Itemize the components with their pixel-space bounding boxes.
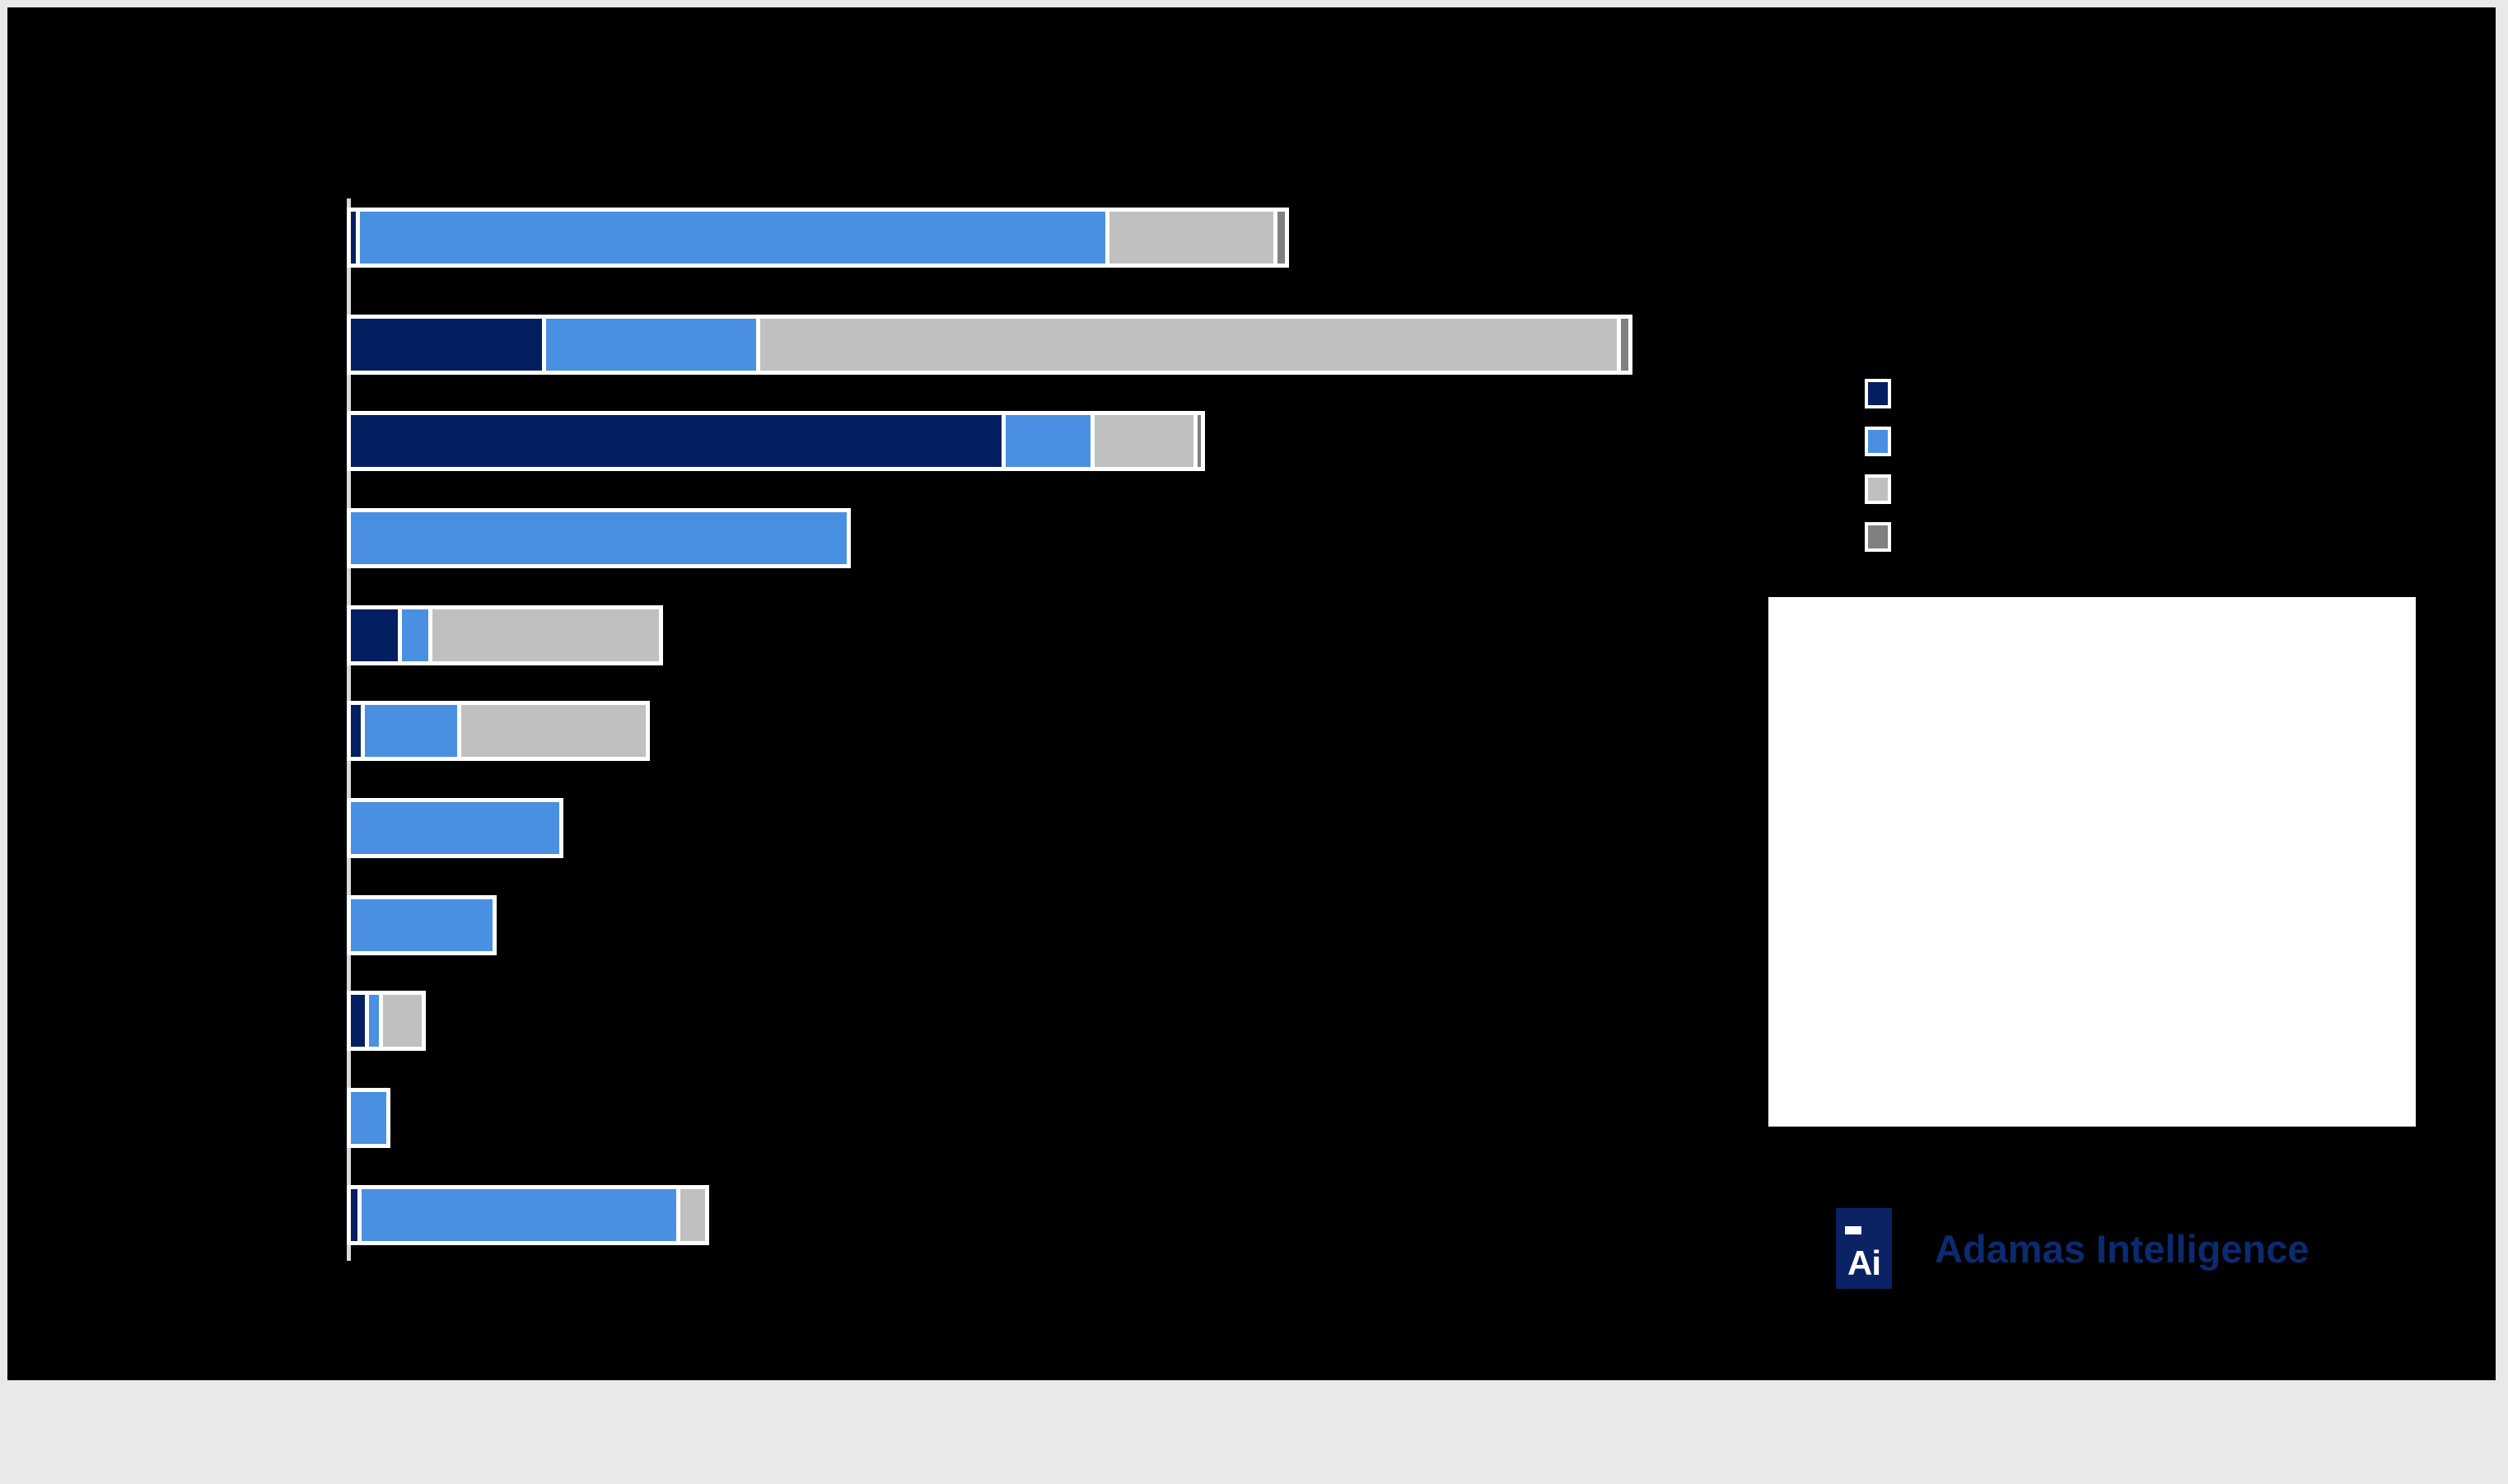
bar-track (347, 508, 851, 568)
annotation-box (1768, 597, 2416, 1127)
brand-mark-icon: Ai (1836, 1208, 1892, 1289)
bar-track (347, 605, 663, 665)
bar-segment[interactable] (1621, 319, 1628, 371)
bar-segment[interactable] (351, 705, 361, 757)
bar-segment[interactable] (402, 609, 428, 661)
bar-segment[interactable] (369, 995, 379, 1047)
bar-segment[interactable] (461, 705, 646, 757)
bar-segment[interactable] (351, 319, 542, 371)
bar-segment[interactable] (1109, 212, 1273, 264)
legend-swatch-icon (1865, 427, 1891, 456)
chart-panel: Ai Adamas Intelligence (7, 7, 2496, 1380)
bar-row[interactable] (347, 1185, 709, 1245)
brand-logo: Ai Adamas Intelligence (1836, 1208, 2310, 1289)
plot-area (7, 7, 2496, 1380)
bar-track (347, 1185, 709, 1245)
bar-segment[interactable] (365, 705, 457, 757)
bar-track (347, 411, 1205, 471)
bar-segment[interactable] (351, 415, 1002, 467)
bar-row[interactable] (347, 991, 426, 1051)
bar-segment[interactable] (760, 319, 1617, 371)
bar-segment[interactable] (1198, 415, 1201, 467)
bar-segment[interactable] (351, 609, 398, 661)
bar-segment[interactable] (351, 995, 365, 1047)
bar-segment[interactable] (432, 609, 659, 661)
bar-segment[interactable] (680, 1189, 705, 1241)
bar-segment[interactable] (1095, 415, 1193, 467)
category-axis-labels (7, 7, 337, 1267)
legend-swatch-icon (1865, 522, 1891, 552)
bar-segment[interactable] (351, 1092, 386, 1144)
bar-segment[interactable] (360, 212, 1105, 264)
bar-row[interactable] (347, 798, 563, 858)
bar-track (347, 991, 426, 1051)
bar-track (347, 1088, 390, 1148)
bar-row[interactable] (347, 508, 851, 568)
bar-row[interactable] (347, 208, 1289, 268)
bar-row[interactable] (347, 701, 650, 761)
bar-track (347, 208, 1289, 268)
chart-legend (1865, 370, 2375, 561)
bar-track (347, 315, 1632, 375)
bar-segment[interactable] (383, 995, 422, 1047)
bar-segment[interactable] (1006, 415, 1091, 467)
legend-item[interactable] (1865, 370, 2375, 418)
legend-swatch-icon (1865, 379, 1891, 408)
bar-segment[interactable] (362, 1189, 676, 1241)
bar-segment[interactable] (546, 319, 756, 371)
bar-row[interactable] (347, 605, 663, 665)
brand-dash-icon (1845, 1226, 1861, 1234)
legend-item[interactable] (1865, 513, 2375, 561)
brand-name-text: Adamas Intelligence (1935, 1226, 2310, 1271)
bar-track (347, 895, 497, 955)
bar-segment[interactable] (351, 212, 356, 264)
bar-segment[interactable] (351, 512, 847, 564)
legend-item[interactable] (1865, 418, 2375, 465)
bar-track (347, 701, 650, 761)
brand-mark-letters: Ai (1847, 1244, 1881, 1282)
bar-row[interactable] (347, 411, 1205, 471)
bar-row[interactable] (347, 895, 497, 955)
bar-segment[interactable] (351, 802, 559, 854)
legend-item[interactable] (1865, 465, 2375, 513)
bar-row[interactable] (347, 315, 1632, 375)
bar-track (347, 798, 563, 858)
bar-row[interactable] (347, 1088, 390, 1148)
bar-segment[interactable] (1277, 212, 1285, 264)
legend-swatch-icon (1865, 474, 1891, 504)
bar-segment[interactable] (351, 899, 493, 951)
bar-segment[interactable] (351, 1189, 357, 1241)
